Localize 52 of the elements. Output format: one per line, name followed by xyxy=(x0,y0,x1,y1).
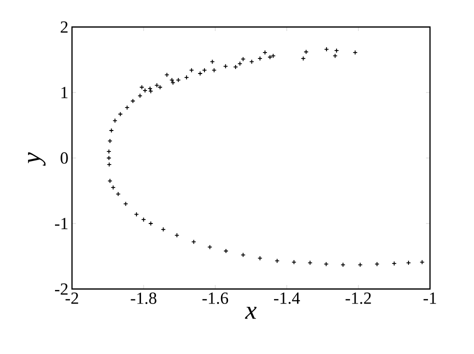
point xyxy=(116,192,121,196)
point xyxy=(268,54,272,60)
x-tick-label: -1.8 xyxy=(130,292,156,304)
y-tick-label: 0 xyxy=(60,152,68,164)
point xyxy=(108,138,112,144)
point xyxy=(270,53,276,58)
point xyxy=(141,217,146,222)
x-tick-label: -1.4 xyxy=(274,292,300,304)
point xyxy=(148,86,152,92)
point xyxy=(184,74,190,80)
point xyxy=(233,64,238,70)
y-tick-label: -2 xyxy=(54,283,68,295)
point xyxy=(108,128,114,133)
point xyxy=(292,260,296,265)
point xyxy=(332,53,338,58)
point xyxy=(334,48,340,54)
point xyxy=(262,50,268,55)
point xyxy=(223,248,228,254)
x-tick-label: -1 xyxy=(424,292,436,304)
point xyxy=(198,71,203,76)
point xyxy=(108,178,112,184)
point xyxy=(304,49,309,54)
point xyxy=(118,112,123,117)
point xyxy=(106,156,112,160)
point xyxy=(124,105,130,110)
point xyxy=(164,72,170,78)
point xyxy=(352,50,358,55)
point xyxy=(134,212,139,217)
point xyxy=(240,56,246,62)
point xyxy=(374,262,380,267)
y-tick-label: 1 xyxy=(61,86,68,98)
point xyxy=(176,78,181,82)
x-axis-title: x xyxy=(244,306,257,319)
point xyxy=(130,98,136,104)
point xyxy=(237,61,242,66)
y-tick-label: 2 xyxy=(60,21,68,33)
x-tick-label: -1.6 xyxy=(202,292,228,304)
point xyxy=(274,258,280,264)
point xyxy=(110,185,116,190)
y-axis-title: y xyxy=(28,152,46,166)
y-tick-label: -1 xyxy=(54,218,68,230)
point xyxy=(324,262,329,267)
point xyxy=(169,78,174,82)
point xyxy=(420,260,425,265)
point xyxy=(170,80,176,86)
point xyxy=(207,244,212,250)
point xyxy=(240,252,246,258)
point xyxy=(112,118,118,124)
x-tick-label: -1.2 xyxy=(346,292,371,304)
point xyxy=(123,201,128,206)
point xyxy=(142,88,148,93)
point xyxy=(106,149,112,154)
